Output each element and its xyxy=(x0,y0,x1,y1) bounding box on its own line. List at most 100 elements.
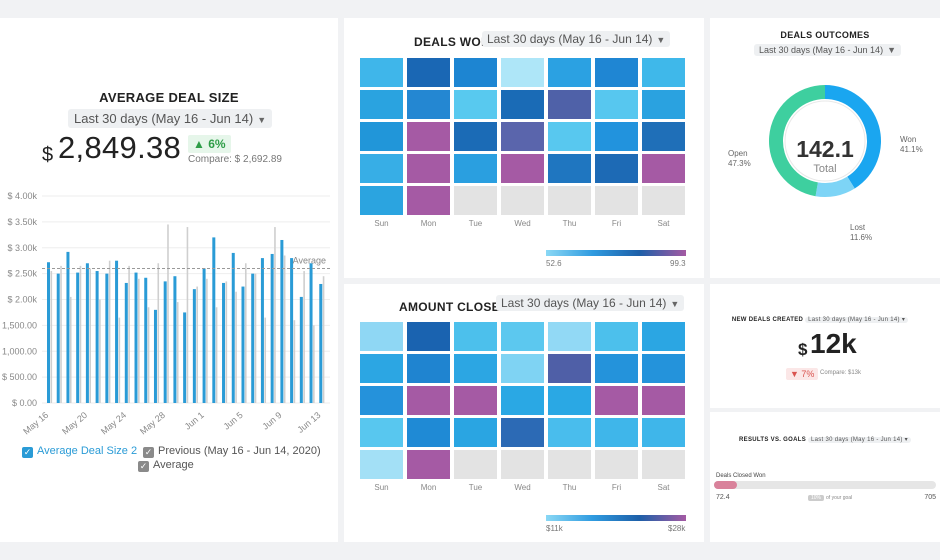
heatmap-cell[interactable] xyxy=(360,418,403,447)
heatmap-cell[interactable] xyxy=(595,418,638,447)
heatmap-cell[interactable] xyxy=(642,354,685,383)
current-bar[interactable] xyxy=(95,271,99,403)
current-bar[interactable] xyxy=(299,296,303,403)
heatmap-cell[interactable] xyxy=(548,450,591,479)
heatmap-cell[interactable] xyxy=(501,418,544,447)
heatmap-cell[interactable] xyxy=(407,154,450,183)
current-bar[interactable] xyxy=(183,312,187,403)
heatmap-cell[interactable] xyxy=(642,450,685,479)
heatmap-cell[interactable] xyxy=(454,154,497,183)
heatmap-cell[interactable] xyxy=(360,90,403,119)
heatmap-cell[interactable] xyxy=(642,322,685,351)
heatmap-cell[interactable] xyxy=(501,186,544,215)
date-range-dropdown[interactable]: Last 30 days (May 16 - Jun 14) ▼ xyxy=(482,31,671,47)
heatmap-cell[interactable] xyxy=(595,450,638,479)
heatmap-cell[interactable] xyxy=(548,90,591,119)
heatmap-cell[interactable] xyxy=(407,58,450,87)
date-range-dropdown[interactable]: Last 30 days (May 16 - Jun 14) ▼ xyxy=(754,44,901,56)
heatmap-cell[interactable] xyxy=(595,354,638,383)
current-bar[interactable] xyxy=(115,260,119,403)
heatmap-cell[interactable] xyxy=(360,58,403,87)
current-bar[interactable] xyxy=(231,252,235,403)
heatmap-cell[interactable] xyxy=(454,354,497,383)
current-bar[interactable] xyxy=(260,258,264,403)
heatmap-cell[interactable] xyxy=(360,186,403,215)
date-range-dropdown[interactable]: Last 30 days (May 16 - Jun 14) ▼ xyxy=(68,109,273,128)
current-bar[interactable] xyxy=(153,309,157,403)
heatmap-cell[interactable] xyxy=(642,186,685,215)
heatmap-cell[interactable] xyxy=(360,386,403,415)
date-range-dropdown[interactable]: Last 30 days (May 16 - Jun 14) ▾ xyxy=(805,317,909,323)
heatmap-cell[interactable] xyxy=(642,122,685,151)
heatmap-cell[interactable] xyxy=(595,154,638,183)
heatmap-cell[interactable] xyxy=(360,154,403,183)
heatmap-cell[interactable] xyxy=(407,90,450,119)
current-bar[interactable] xyxy=(290,258,294,403)
heatmap-cell[interactable] xyxy=(642,386,685,415)
heatmap-cell[interactable] xyxy=(548,154,591,183)
heatmap-cell[interactable] xyxy=(501,450,544,479)
current-bar[interactable] xyxy=(222,282,226,403)
donut-segment-open[interactable] xyxy=(768,85,825,197)
heatmap-cell[interactable] xyxy=(501,90,544,119)
heatmap-cell[interactable] xyxy=(454,58,497,87)
heatmap-cell[interactable] xyxy=(407,418,450,447)
date-range-dropdown[interactable]: Last 30 days (May 16 - Jun 14) ▼ xyxy=(496,295,685,311)
current-bar[interactable] xyxy=(76,272,80,403)
heatmap-cell[interactable] xyxy=(501,154,544,183)
heatmap-cell[interactable] xyxy=(595,90,638,119)
heatmap-cell[interactable] xyxy=(501,386,544,415)
current-bar[interactable] xyxy=(105,273,109,403)
heatmap-cell[interactable] xyxy=(595,58,638,87)
heatmap-cell[interactable] xyxy=(454,386,497,415)
heatmap-cell[interactable] xyxy=(548,354,591,383)
donut-segment-lost[interactable] xyxy=(815,176,855,197)
heatmap-cell[interactable] xyxy=(407,322,450,351)
current-bar[interactable] xyxy=(280,239,284,403)
legend-previous[interactable]: ✓ Previous (May 16 - Jun 14, 2020) xyxy=(143,445,321,458)
current-bar[interactable] xyxy=(56,273,60,403)
current-bar[interactable] xyxy=(85,263,89,403)
heatmap-cell[interactable] xyxy=(501,122,544,151)
heatmap-cell[interactable] xyxy=(407,122,450,151)
heatmap-cell[interactable] xyxy=(642,90,685,119)
heatmap-cell[interactable] xyxy=(407,186,450,215)
current-bar[interactable] xyxy=(163,281,167,403)
current-bar[interactable] xyxy=(66,251,70,403)
heatmap-cell[interactable] xyxy=(548,58,591,87)
date-range-dropdown[interactable]: Last 30 days (May 16 - Jun 14) ▾ xyxy=(807,437,911,443)
heatmap-cell[interactable] xyxy=(454,122,497,151)
heatmap-cell[interactable] xyxy=(360,450,403,479)
heatmap-cell[interactable] xyxy=(454,418,497,447)
heatmap-cell[interactable] xyxy=(454,186,497,215)
current-bar[interactable] xyxy=(192,289,196,403)
current-bar[interactable] xyxy=(134,272,138,403)
current-bar[interactable] xyxy=(319,283,323,403)
heatmap-cell[interactable] xyxy=(407,386,450,415)
heatmap-cell[interactable] xyxy=(454,450,497,479)
heatmap-cell[interactable] xyxy=(548,186,591,215)
heatmap-cell[interactable] xyxy=(595,186,638,215)
current-bar[interactable] xyxy=(309,263,313,403)
heatmap-cell[interactable] xyxy=(360,122,403,151)
heatmap-cell[interactable] xyxy=(360,322,403,351)
heatmap-cell[interactable] xyxy=(595,386,638,415)
heatmap-cell[interactable] xyxy=(548,322,591,351)
heatmap-cell[interactable] xyxy=(548,122,591,151)
heatmap-cell[interactable] xyxy=(407,450,450,479)
current-bar[interactable] xyxy=(212,237,216,403)
heatmap-cell[interactable] xyxy=(454,322,497,351)
current-bar[interactable] xyxy=(251,273,255,403)
heatmap-cell[interactable] xyxy=(642,154,685,183)
legend-current[interactable]: ✓ Average Deal Size 2 xyxy=(22,445,137,458)
heatmap-cell[interactable] xyxy=(454,90,497,119)
heatmap-cell[interactable] xyxy=(501,322,544,351)
heatmap-cell[interactable] xyxy=(548,418,591,447)
current-bar[interactable] xyxy=(124,282,128,403)
heatmap-cell[interactable] xyxy=(501,58,544,87)
heatmap-cell[interactable] xyxy=(548,386,591,415)
heatmap-cell[interactable] xyxy=(360,354,403,383)
donut-segment-won[interactable] xyxy=(825,85,881,189)
current-bar[interactable] xyxy=(241,286,245,403)
heatmap-cell[interactable] xyxy=(595,322,638,351)
